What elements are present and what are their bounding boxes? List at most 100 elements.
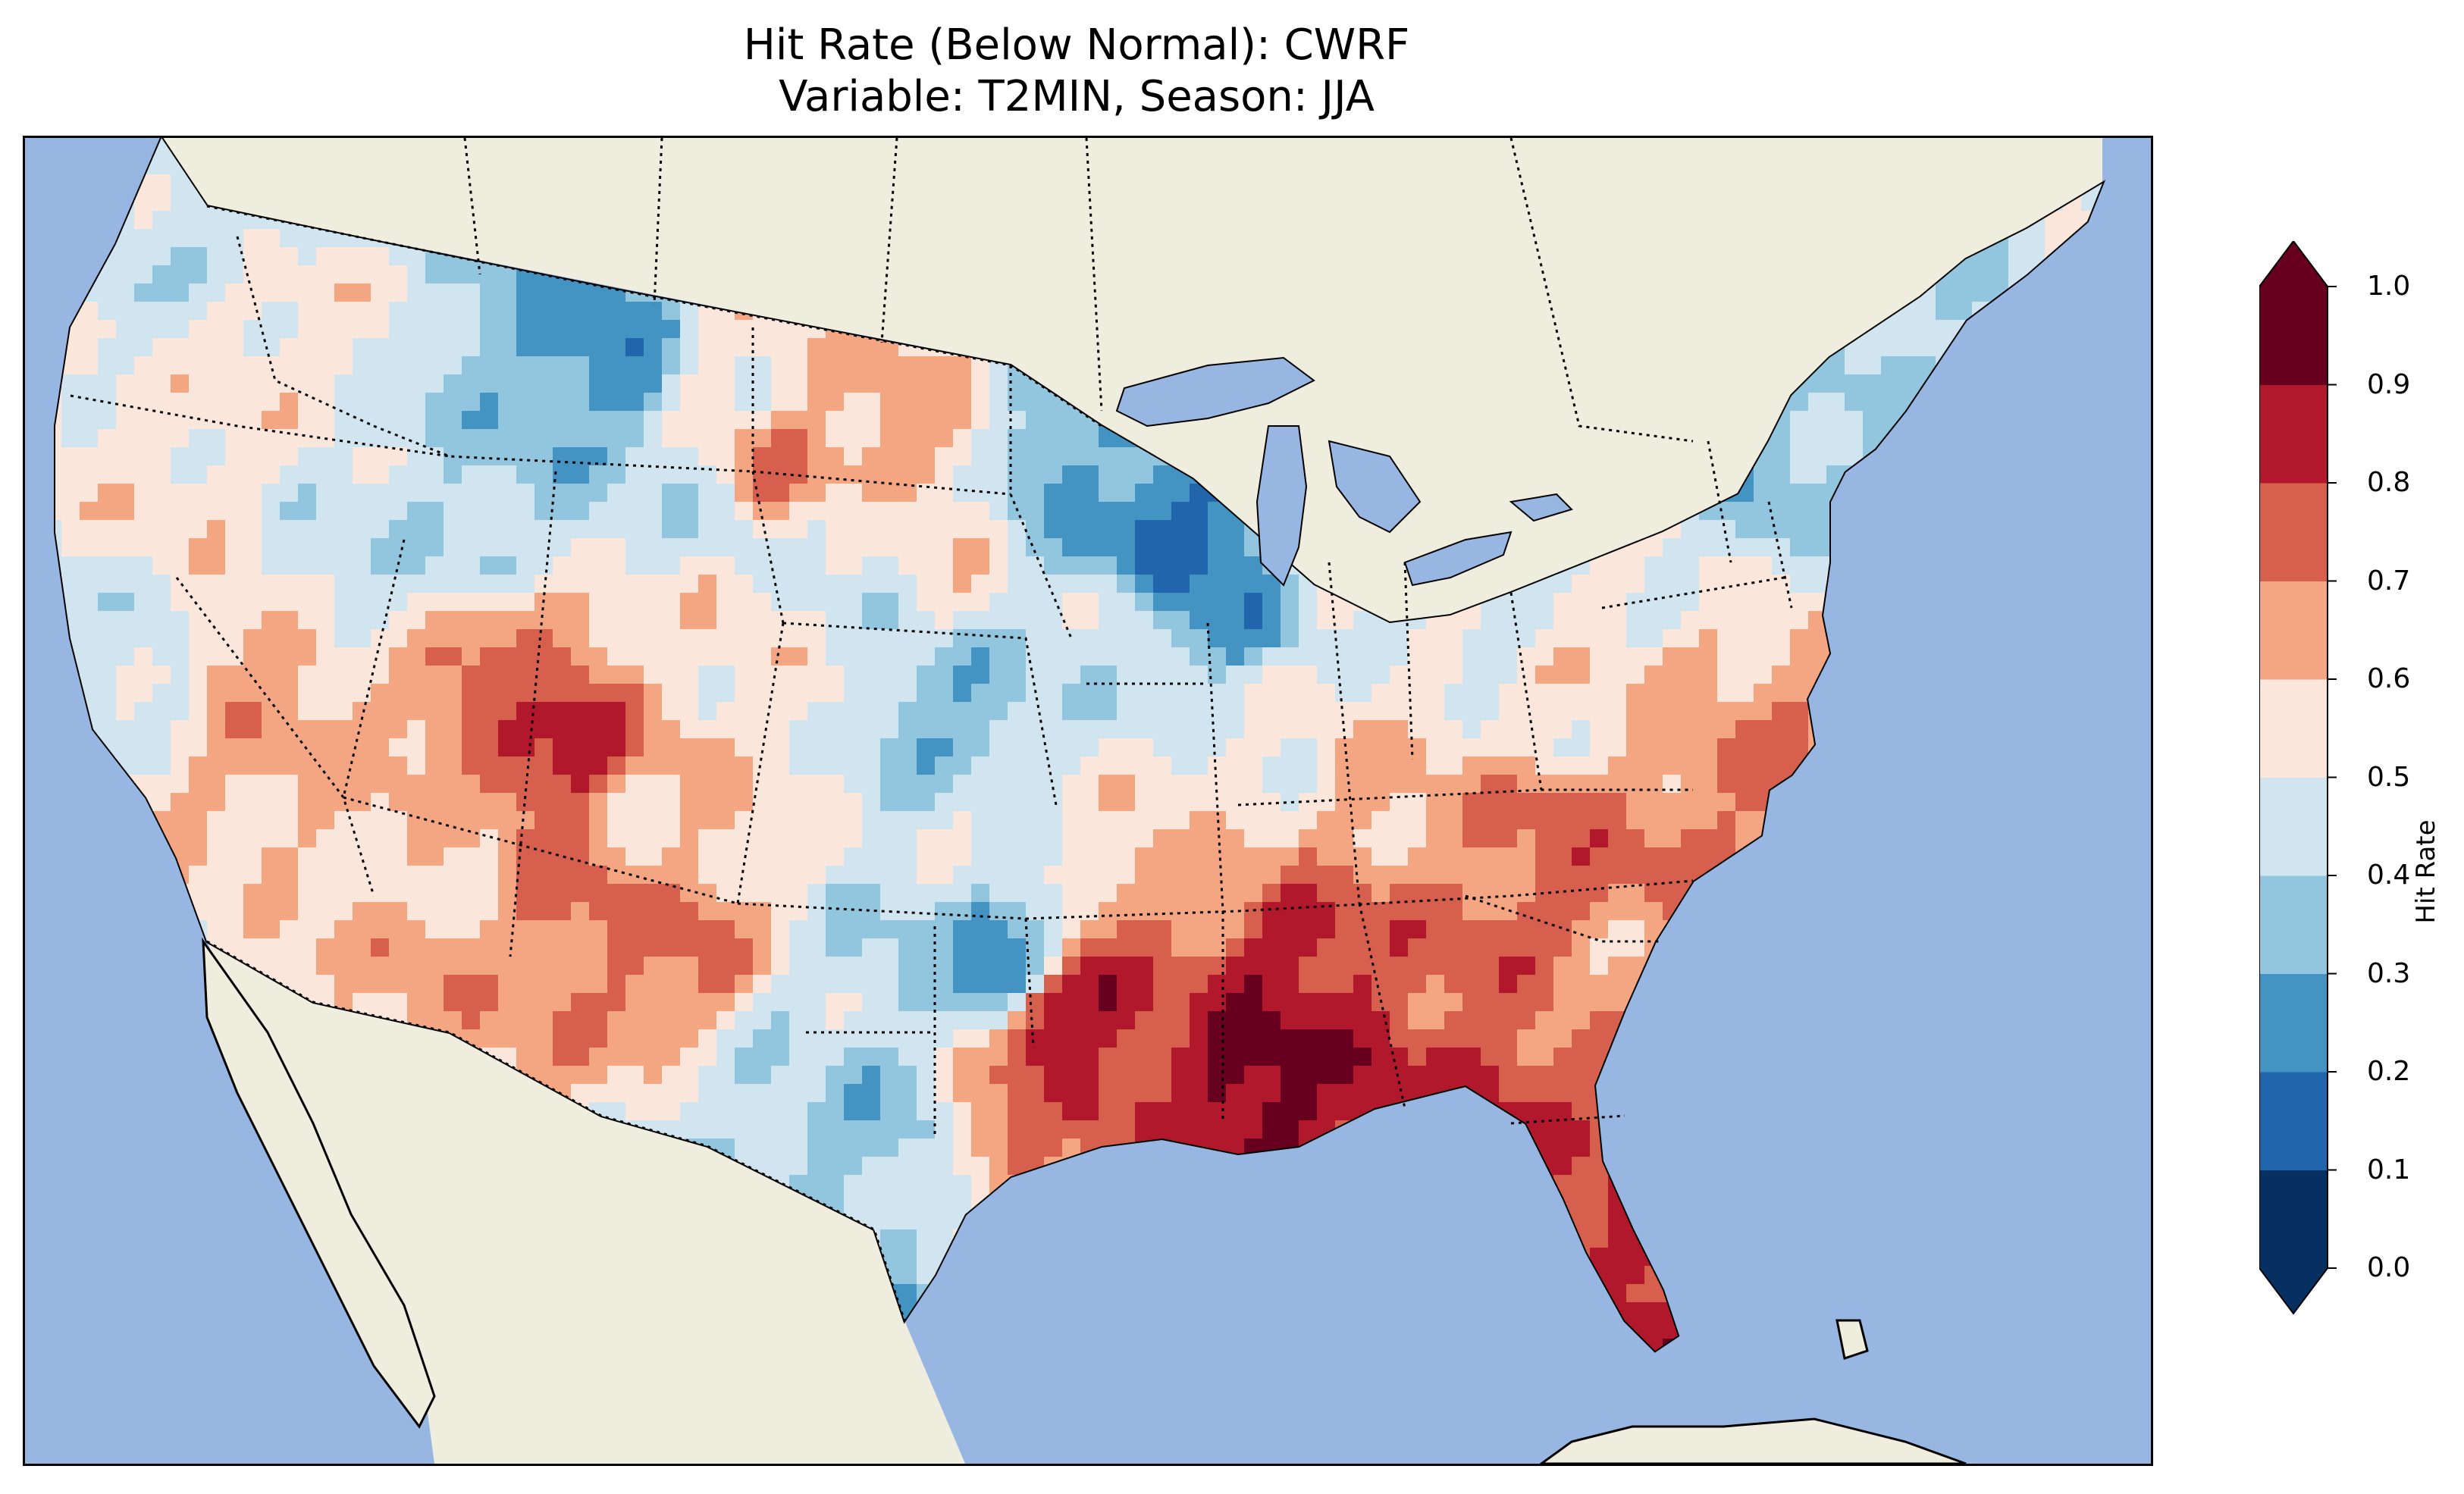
hit-rate-cell (1754, 738, 1773, 757)
hit-rate-cell (98, 465, 117, 484)
hit-rate-cell (1444, 647, 1463, 666)
hit-rate-cell (189, 793, 208, 812)
hit-rate-cell (735, 520, 754, 539)
hit-rate-cell (917, 666, 936, 684)
hit-rate-cell (171, 611, 190, 630)
hit-rate-cell (498, 847, 517, 866)
hit-rate-cell (753, 411, 772, 430)
hit-rate-cell (1008, 666, 1027, 684)
hit-rate-cell (680, 556, 699, 575)
hit-rate-cell (862, 738, 881, 757)
hit-rate-cell (1681, 793, 1700, 812)
hit-rate-cell (935, 902, 954, 921)
hit-rate-cell (534, 320, 553, 339)
hit-rate-cell (971, 793, 990, 812)
hit-rate-cell (1262, 720, 1281, 739)
hit-rate-cell (1335, 847, 1354, 866)
hit-rate-cell (789, 847, 808, 866)
hit-rate-cell (735, 902, 754, 921)
hit-rate-cell (1462, 884, 1481, 903)
hit-rate-cell (444, 575, 462, 594)
hit-rate-cell (298, 320, 317, 339)
hit-rate-cell (989, 393, 1008, 412)
hit-rate-cell (589, 356, 608, 375)
hit-rate-cell (1372, 829, 1390, 848)
hit-rate-cell (1717, 775, 1736, 794)
hit-rate-cell (1335, 702, 1354, 721)
hit-rate-cell (1535, 811, 1554, 830)
hit-rate-cell (1572, 575, 1591, 594)
hit-rate-cell (735, 465, 754, 484)
hit-rate-cell (826, 538, 845, 557)
hit-rate-cell (735, 738, 754, 757)
hit-rate-cell (280, 684, 299, 703)
hit-rate-cell (753, 629, 772, 648)
hit-rate-cell (534, 356, 553, 375)
hit-rate-cell (1099, 866, 1118, 885)
hit-rate-cell (662, 884, 681, 903)
hit-rate-cell (880, 447, 899, 466)
hit-rate-cell (189, 520, 208, 539)
hit-rate-cell (280, 429, 299, 448)
hit-rate-cell (880, 356, 899, 375)
hit-rate-cell (280, 647, 299, 666)
hit-rate-cell (553, 374, 572, 393)
hit-rate-cell (225, 229, 244, 248)
hit-rate-cell (807, 884, 826, 903)
hit-rate-cell (1663, 738, 1682, 757)
hit-rate-cell (1408, 738, 1427, 757)
hit-rate-cell (607, 811, 626, 830)
hit-rate-cell (589, 793, 608, 812)
hit-rate-cell (1244, 775, 1263, 794)
hit-rate-cell (553, 393, 572, 412)
hit-rate-cell (771, 465, 790, 484)
hit-rate-cell (1317, 629, 1336, 648)
hit-rate-cell (1408, 829, 1427, 848)
hit-rate-cell (1226, 811, 1245, 830)
hit-rate-cell (589, 720, 608, 739)
hit-rate-cell (607, 647, 626, 666)
hit-rate-cell (462, 302, 481, 321)
hit-rate-cell (735, 338, 754, 357)
hit-rate-cell (553, 429, 572, 448)
hit-rate-cell (1317, 884, 1336, 903)
hit-rate-cell (280, 575, 299, 594)
hit-rate-cell (807, 502, 826, 521)
hit-rate-cell (262, 247, 281, 266)
hit-rate-cell (789, 502, 808, 521)
hit-rate-cell (971, 902, 990, 921)
hit-rate-cell (280, 811, 299, 830)
hit-rate-cell (480, 793, 499, 812)
hit-rate-cell (607, 520, 626, 539)
hit-rate-cell (171, 738, 190, 757)
hit-rate-cell (1044, 847, 1063, 866)
hit-rate-cell (316, 866, 335, 885)
hit-rate-cell (1335, 738, 1354, 757)
hit-rate-cell (298, 611, 317, 630)
hit-rate-cell (1317, 866, 1336, 885)
hit-rate-cell (1517, 793, 1536, 812)
hit-rate-cell (243, 756, 262, 775)
hit-rate-cell (1262, 847, 1281, 866)
hit-rate-cell (498, 866, 517, 885)
hit-rate-cell (462, 738, 481, 757)
hit-rate-cell (844, 684, 863, 703)
hit-rate-cell (1735, 666, 1754, 684)
hit-rate-cell (862, 647, 881, 666)
hit-rate-cell (1626, 756, 1645, 775)
hit-rate-cell (1608, 866, 1627, 885)
hit-rate-cell (589, 847, 608, 866)
hit-rate-cell (953, 756, 972, 775)
hit-rate-cell (189, 393, 208, 412)
hit-rate-cell (1135, 465, 1154, 484)
hit-rate-cell (1790, 647, 1809, 666)
hit-rate-cell (116, 411, 135, 430)
hit-rate-cell (171, 465, 190, 484)
hit-rate-cell (353, 775, 371, 794)
hit-rate-cell (298, 484, 317, 503)
hit-rate-cell (1244, 756, 1263, 775)
hit-rate-cell (1062, 556, 1081, 575)
hit-rate-cell (298, 502, 317, 521)
hit-rate-cell (1026, 484, 1045, 503)
hit-rate-cell (844, 575, 863, 594)
